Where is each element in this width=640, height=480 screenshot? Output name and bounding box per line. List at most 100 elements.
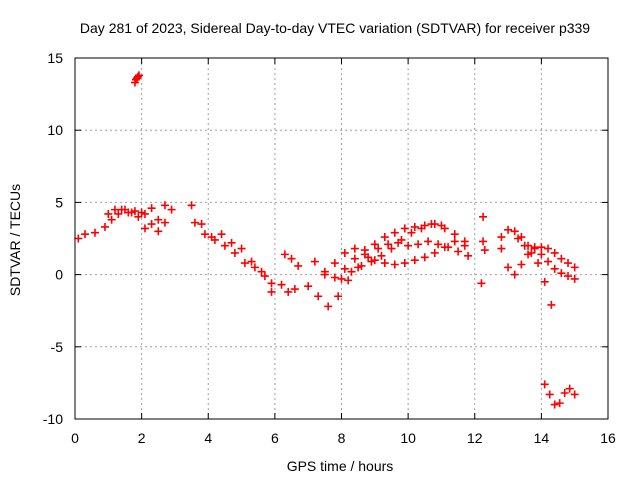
data-point	[324, 302, 333, 311]
data-point	[440, 243, 449, 252]
data-point	[100, 222, 109, 231]
x-axis-label: GPS time / hours	[287, 458, 394, 474]
x-tick-label: 0	[71, 430, 79, 446]
data-point	[294, 261, 303, 270]
data-point	[197, 220, 206, 229]
y-tick-label: 0	[55, 267, 63, 283]
data-point	[140, 209, 149, 218]
data-point	[400, 224, 409, 233]
data-point	[540, 277, 549, 286]
data-point	[477, 279, 486, 288]
series-arc-17	[540, 380, 579, 409]
data-point	[284, 287, 293, 296]
data-point	[257, 267, 266, 276]
x-tick-label: 4	[204, 430, 212, 446]
data-point	[124, 208, 133, 217]
data-point	[147, 204, 156, 213]
data-point	[390, 228, 399, 237]
y-axis-ticks: -10 -5 0 5 10 15	[43, 50, 608, 427]
data-point	[510, 270, 519, 279]
data-point	[320, 270, 329, 279]
data-point	[410, 256, 419, 265]
data-point	[504, 263, 513, 272]
data-point	[304, 282, 313, 291]
series-arc-16	[514, 234, 556, 309]
data-point	[80, 230, 89, 239]
data-point	[290, 285, 299, 294]
data-point	[527, 248, 536, 257]
data-point	[550, 248, 559, 257]
data-point	[340, 264, 349, 273]
data-point	[460, 241, 469, 250]
data-point	[407, 228, 416, 237]
data-point	[479, 237, 488, 246]
series-arc-5	[280, 250, 303, 270]
data-point	[397, 235, 406, 244]
data-point	[237, 244, 246, 253]
data-point	[350, 254, 359, 263]
data-point	[134, 212, 143, 221]
y-tick-label: -5	[51, 339, 64, 355]
data-point	[427, 220, 436, 229]
data-point	[134, 71, 143, 80]
data-point	[434, 240, 443, 249]
data-point	[330, 259, 339, 268]
data-point	[267, 287, 276, 296]
data-point	[277, 280, 286, 289]
data-point	[547, 300, 556, 309]
data-point	[334, 292, 343, 301]
data-point	[564, 259, 573, 268]
data-point	[240, 259, 249, 268]
data-point	[570, 263, 579, 272]
data-point	[147, 220, 156, 229]
data-point	[367, 257, 376, 266]
series-arc-7	[304, 237, 473, 311]
data-point	[330, 273, 339, 282]
data-point	[107, 215, 116, 224]
data-point	[410, 222, 419, 231]
x-tick-label: 10	[400, 430, 416, 446]
series-arc-9	[320, 237, 469, 279]
data-point	[130, 207, 139, 216]
data-point	[564, 272, 573, 281]
x-tick-label: 14	[534, 430, 550, 446]
data-point	[217, 230, 226, 239]
data-point	[550, 264, 559, 273]
data-point	[517, 260, 526, 269]
data-point	[520, 241, 529, 250]
data-point	[450, 230, 459, 239]
x-tick-label: 2	[138, 430, 146, 446]
data-point	[497, 233, 506, 242]
data-point	[104, 209, 113, 218]
data-point	[414, 240, 423, 249]
data-point	[570, 274, 579, 283]
y-tick-label: 15	[47, 50, 63, 66]
y-tick-label: 10	[47, 122, 63, 138]
data-point	[310, 257, 319, 266]
series-arc-3b	[140, 209, 169, 236]
data-point	[210, 235, 219, 244]
data-point	[544, 244, 553, 253]
series-arc-4b	[190, 218, 276, 288]
data-point	[510, 227, 519, 236]
data-point	[230, 248, 239, 257]
data-point	[464, 251, 473, 260]
data-point	[280, 250, 289, 259]
data-point	[450, 237, 459, 246]
data-point	[380, 259, 389, 268]
data-point	[287, 254, 296, 263]
x-tick-label: 6	[271, 430, 279, 446]
data-point	[480, 246, 489, 255]
data-point	[537, 250, 546, 259]
data-point	[114, 209, 123, 218]
data-point	[400, 259, 409, 268]
data-point	[380, 233, 389, 242]
data-point	[404, 241, 413, 250]
data-point	[337, 274, 346, 283]
series-arc-11	[479, 212, 488, 221]
data-point	[497, 244, 506, 253]
series-arc-2	[130, 71, 143, 87]
data-point	[344, 276, 353, 285]
series-arc-3	[140, 201, 176, 233]
